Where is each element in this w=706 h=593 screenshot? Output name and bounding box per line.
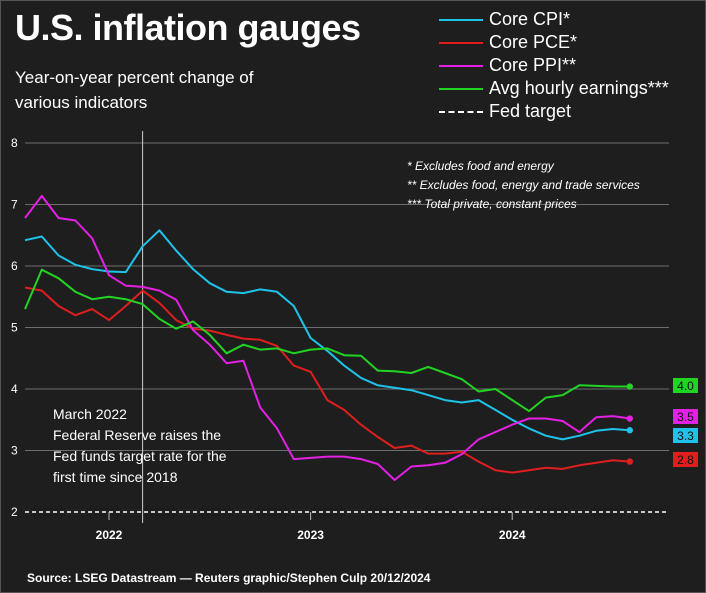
series-end-dot — [626, 458, 633, 465]
end-label: 2.8 — [677, 453, 694, 467]
chart-title: U.S. inflation gauges — [15, 7, 361, 48]
y-tick-label: 3 — [11, 444, 18, 458]
end-label-box — [673, 452, 698, 467]
legend-label: Core PPI** — [489, 55, 577, 75]
legend-swatch — [439, 41, 483, 44]
source-note: Source: LSEG Datastream — Reuters graphi… — [27, 571, 431, 585]
end-label: 3.3 — [677, 429, 694, 443]
series-line — [24, 286, 630, 474]
series-end-dot — [626, 415, 633, 422]
legend-swatch — [439, 64, 483, 67]
series-end-dot — [626, 383, 633, 390]
legend-item-core-pce: Core PCE* — [439, 31, 669, 54]
end-label-box — [673, 409, 698, 424]
legend: Core CPI* Core PCE* Core PPI** Avg hourl… — [439, 8, 669, 123]
series-end-dot — [626, 427, 633, 434]
chart-subtitle: Year-on-year percent change of various i… — [15, 68, 254, 112]
x-tick-label: 2022 — [96, 528, 123, 542]
end-label: 3.5 — [677, 410, 694, 424]
legend-label: Fed target — [489, 101, 572, 121]
annotation-line: March 2022 — [53, 406, 127, 422]
legend-swatch — [439, 18, 483, 21]
x-tick-label: 2024 — [499, 528, 526, 542]
legend-label: Core CPI* — [489, 9, 571, 29]
series-line — [24, 229, 630, 441]
series-line — [24, 194, 630, 481]
x-tick-label: 2023 — [297, 528, 324, 542]
end-label-box — [673, 378, 698, 393]
footnote: * Excludes food and energy — [407, 159, 555, 173]
legend-item-core-cpi: Core CPI* — [439, 8, 669, 31]
legend-item-core-ppi: Core PPI** — [439, 54, 669, 77]
y-tick-label: 6 — [11, 259, 18, 273]
y-tick-label: 8 — [11, 136, 18, 150]
legend-swatch — [439, 110, 483, 113]
y-tick-label: 7 — [11, 198, 18, 212]
legend-label: Core PCE* — [489, 32, 578, 52]
y-tick-label: 5 — [11, 321, 18, 335]
legend-item-fed-target: Fed target — [439, 100, 669, 123]
legend-swatch — [439, 87, 483, 90]
end-label: 4.0 — [677, 379, 694, 393]
legend-label: Avg hourly earnings*** — [489, 78, 669, 98]
y-tick-label: 2 — [11, 505, 18, 519]
series-line — [24, 268, 630, 413]
end-label-box — [673, 428, 698, 443]
footnote: ** Excludes food, energy and trade servi… — [407, 178, 640, 192]
annotation-line: Federal Reserve raises the — [53, 427, 221, 443]
annotation-line: first time since 2018 — [53, 469, 178, 485]
footnote: *** Total private, constant prices — [407, 197, 577, 211]
legend-item-avg-hourly-earnings: Avg hourly earnings*** — [439, 77, 669, 100]
annotation-line: Fed funds target rate for the — [53, 448, 227, 464]
y-tick-label: 4 — [11, 382, 18, 396]
